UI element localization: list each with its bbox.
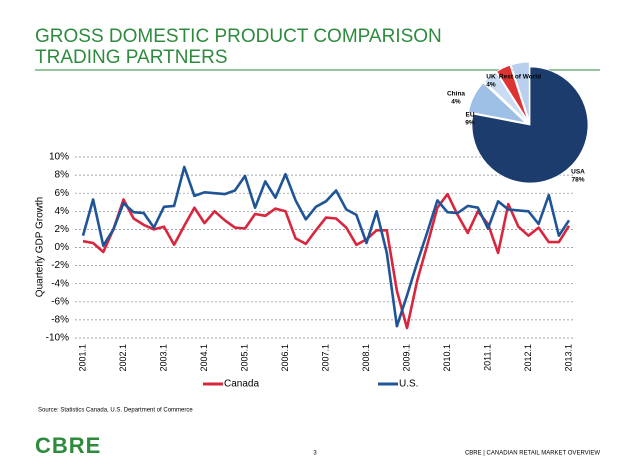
y-tick-label: 8%: [55, 170, 70, 181]
pie-slice: [468, 82, 527, 124]
pie-slice: [496, 64, 529, 121]
x-tick-label: 2011.1: [482, 344, 492, 371]
x-tick-label: 2010.1: [442, 344, 452, 372]
x-tick-label: 2013.1: [563, 344, 573, 372]
logo: CBRE: [35, 433, 101, 458]
y-axis-title: Quarterly GDP Growth: [35, 197, 46, 297]
page-number: 3: [313, 451, 317, 457]
pie-value-label: 9%: [465, 120, 475, 127]
pie-label: Rest of World: [499, 74, 541, 81]
pie-value-label: 78%: [571, 177, 584, 184]
y-tick-label: 2%: [55, 224, 70, 235]
series-line: [82, 192, 571, 330]
pie-label: UK: [486, 74, 496, 81]
title-line: GROSS DOMESTIC PRODUCT COMPARISON: [35, 26, 442, 47]
y-tick-label: 6%: [55, 188, 70, 199]
pie-value-label: 4%: [486, 82, 496, 89]
pie-label: China: [447, 91, 465, 98]
footer: CBRE | CANADIAN RETAIL MARKET OVERVIEW: [465, 451, 600, 457]
source: Source: Statistics Canada, U.S. Departme…: [38, 408, 193, 414]
x-tick-label: 2008.1: [361, 344, 371, 372]
y-tick-label: -2%: [51, 260, 69, 271]
x-tick-label: 2003.1: [158, 344, 168, 372]
y-tick-label: 10%: [49, 152, 69, 163]
pie-slice: [471, 66, 589, 184]
x-tick-label: 2004.1: [199, 344, 209, 372]
pie-label: EU: [465, 112, 474, 119]
x-tick-label: 2002.1: [118, 344, 128, 372]
pie-label: USA: [571, 169, 585, 176]
title-line: TRADING PARTNERS: [35, 47, 228, 68]
x-tick-label: 2001.1: [77, 344, 87, 372]
y-tick-label: 0%: [55, 242, 70, 253]
x-tick-label: 2012.1: [523, 344, 533, 372]
x-tick-label: 2007.1: [320, 344, 330, 372]
y-tick-label: -8%: [51, 315, 69, 326]
y-tick-label: 4%: [55, 206, 70, 217]
x-tick-label: 2009.1: [401, 344, 411, 372]
pie-value-label: 4%: [451, 99, 461, 106]
pie-slice: [510, 61, 530, 121]
series-line: [81, 165, 571, 328]
pie-slice: [483, 71, 528, 122]
legend-label: U.S.: [399, 379, 418, 390]
x-tick-label: 2005.1: [239, 344, 249, 372]
legend-label: Canada: [224, 379, 259, 390]
x-tick-label: 2006.1: [280, 344, 290, 372]
y-tick-label: -6%: [51, 296, 69, 307]
y-tick-label: -4%: [51, 278, 69, 289]
y-tick-label: -10%: [46, 333, 69, 344]
